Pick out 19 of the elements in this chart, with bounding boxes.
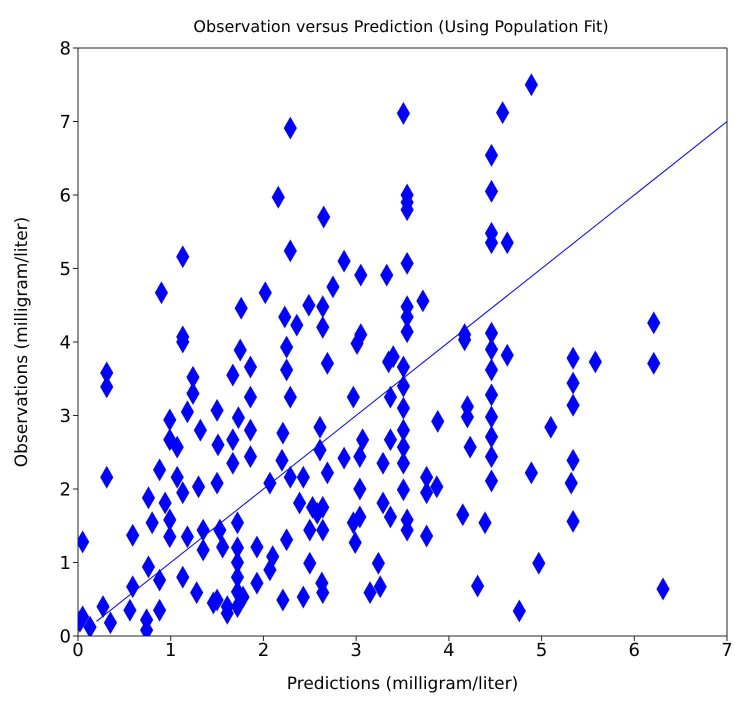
y-tick-label: 8	[60, 38, 71, 60]
y-tick-label: 3	[60, 406, 71, 427]
x-tick-label: 7	[721, 640, 733, 661]
y-axis-title: Observations (milligram/liter)	[12, 216, 32, 468]
y-tick-label: 5	[60, 258, 71, 280]
chart-title: Observation versus Prediction (Using Population Fit)	[193, 17, 609, 36]
y-tick-label: 6	[60, 185, 71, 206]
x-tick-label: 3	[350, 640, 362, 661]
x-axis-title: Predictions (milligram/liter)	[286, 674, 518, 694]
x-tick-label: 2	[258, 640, 270, 661]
y-tick-label: 1	[60, 552, 71, 574]
y-tick-label: 4	[60, 332, 71, 354]
y-tick-label: 7	[60, 112, 71, 133]
y-tick-label: 0	[60, 626, 71, 648]
x-tick-label: 6	[628, 640, 640, 661]
x-tick-label: 1	[164, 640, 176, 661]
y-tick-label: 2	[60, 479, 71, 500]
x-tick-label: 4	[443, 640, 455, 661]
x-tick-label: 5	[536, 640, 548, 661]
